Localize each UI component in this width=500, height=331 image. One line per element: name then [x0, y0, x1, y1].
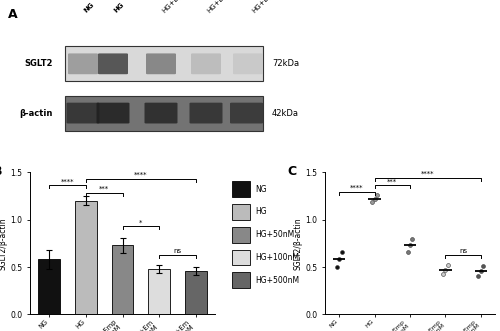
Bar [232, 181, 250, 197]
Text: HG+Emp100nM: HG+Emp100nM [206, 0, 250, 14]
Y-axis label: SGLT2/β-actin: SGLT2/β-actin [294, 217, 302, 269]
Bar [38, 260, 60, 314]
Bar [184, 271, 206, 314]
Text: ****: **** [61, 178, 74, 184]
FancyBboxPatch shape [230, 103, 263, 123]
Bar [148, 269, 170, 314]
Text: ***: *** [387, 178, 398, 184]
Text: NG: NG [83, 2, 96, 14]
FancyBboxPatch shape [98, 53, 128, 74]
Text: ****: **** [134, 172, 147, 178]
Bar [232, 272, 250, 288]
Text: β-actin: β-actin [20, 109, 53, 118]
Bar [75, 201, 97, 314]
Text: B: B [0, 165, 2, 178]
FancyBboxPatch shape [66, 103, 100, 123]
FancyBboxPatch shape [190, 103, 222, 123]
Bar [232, 227, 250, 243]
Text: *: * [139, 219, 142, 225]
FancyBboxPatch shape [65, 46, 263, 81]
Text: HG: HG [256, 208, 267, 216]
Bar [232, 250, 250, 265]
Text: A: A [8, 8, 18, 21]
Text: HG+Emp50nM: HG+Emp50nM [161, 0, 202, 14]
FancyBboxPatch shape [68, 53, 98, 74]
Text: HG+Emp500nM: HG+Emp500nM [251, 0, 295, 14]
Y-axis label: SGLT2/β-actin: SGLT2/β-actin [0, 217, 8, 269]
Text: 42kDa: 42kDa [272, 109, 299, 118]
Text: ns: ns [174, 248, 182, 254]
Text: HG+100nM: HG+100nM [256, 253, 300, 262]
Text: 72kDa: 72kDa [272, 59, 299, 68]
Text: SGLT2: SGLT2 [24, 59, 53, 68]
Text: ***: *** [99, 186, 110, 192]
Text: ****: **** [421, 171, 434, 177]
Text: ns: ns [459, 248, 467, 254]
Bar [232, 204, 250, 220]
FancyBboxPatch shape [146, 53, 176, 74]
Text: HG+500nM: HG+500nM [256, 276, 300, 285]
FancyBboxPatch shape [233, 53, 263, 74]
Text: HG: HG [113, 2, 126, 14]
FancyBboxPatch shape [65, 96, 263, 130]
Text: C: C [288, 165, 296, 178]
FancyBboxPatch shape [144, 103, 178, 123]
Text: ****: **** [350, 185, 364, 191]
Bar [112, 245, 134, 314]
FancyBboxPatch shape [191, 53, 221, 74]
Text: NG: NG [256, 185, 267, 194]
FancyBboxPatch shape [96, 103, 130, 123]
Text: HG+50nM: HG+50nM [256, 230, 295, 239]
